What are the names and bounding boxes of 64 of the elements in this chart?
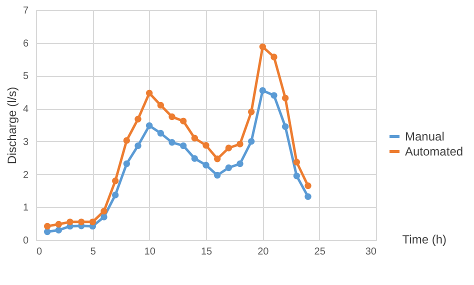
- point: [112, 192, 119, 198]
- point: [100, 214, 108, 220]
- point: [89, 218, 96, 226]
- y-tick-label: 5: [22, 71, 29, 82]
- point: [270, 54, 278, 60]
- point: [78, 218, 85, 226]
- point: [248, 138, 255, 145]
- point: [293, 158, 300, 166]
- point: [44, 228, 51, 236]
- y-tick-label: 4: [22, 104, 29, 116]
- point: [123, 160, 130, 168]
- point: [55, 226, 62, 234]
- point: [282, 123, 289, 130]
- point: [191, 155, 198, 162]
- point: [214, 172, 221, 179]
- x-tick-label: 0: [36, 246, 42, 258]
- y-tick-label: 3: [22, 136, 29, 148]
- point: [100, 208, 108, 214]
- point: [225, 164, 232, 172]
- point: [146, 122, 153, 130]
- point: [157, 130, 164, 137]
- x-tick-label: 5: [90, 246, 96, 258]
- legend-label: Manual: [405, 130, 444, 144]
- point: [66, 218, 74, 226]
- x-tick-label: 30: [365, 246, 377, 258]
- point: [293, 172, 300, 180]
- point: [168, 139, 176, 146]
- y-tick-label: 0: [22, 236, 29, 246]
- x-tick-label: 10: [144, 246, 156, 258]
- point: [168, 113, 176, 120]
- point: [157, 102, 164, 109]
- point: [236, 160, 244, 168]
- y-axis-title: Discharge (l/s): [4, 86, 19, 164]
- point: [123, 137, 130, 144]
- x-tick-label: 25: [314, 246, 326, 258]
- point: [259, 43, 266, 50]
- y-tick-label: 1: [22, 202, 29, 214]
- point: [44, 222, 51, 230]
- point: [180, 118, 187, 124]
- x-tick-label: 15: [200, 246, 212, 258]
- point: [282, 94, 289, 102]
- point: [248, 108, 255, 116]
- point: [134, 116, 142, 122]
- point: [146, 90, 153, 96]
- y-tick-label: 6: [22, 38, 29, 50]
- point: [259, 87, 266, 94]
- point: [191, 134, 198, 142]
- point: [304, 193, 312, 200]
- point: [134, 142, 142, 150]
- point: [112, 178, 119, 184]
- point: [225, 144, 232, 152]
- point: [236, 140, 244, 148]
- point: [270, 92, 278, 99]
- point: [202, 142, 210, 149]
- point: [214, 155, 221, 162]
- point: [180, 142, 187, 150]
- point: [55, 220, 62, 228]
- legend-label: Automated: [405, 144, 464, 158]
- x-tick-label: 20: [258, 246, 270, 258]
- y-tick-label: 2: [22, 170, 29, 181]
- point: [202, 162, 210, 168]
- point: [304, 182, 312, 190]
- y-tick-label: 7: [22, 6, 29, 16]
- x-axis-title: Time (h): [402, 232, 446, 246]
